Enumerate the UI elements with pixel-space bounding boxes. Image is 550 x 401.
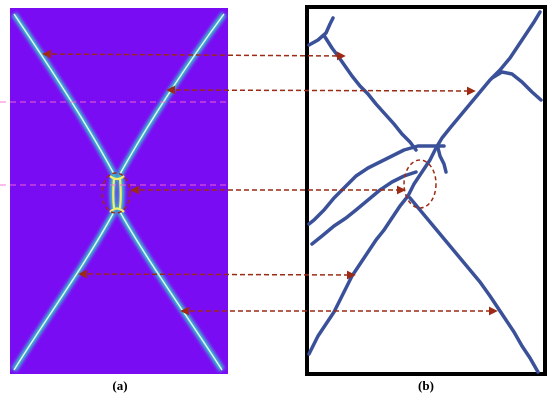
- reference-lines: [0, 101, 230, 186]
- arrow-4: [78, 269, 356, 280]
- panel-b-caption: (b): [418, 378, 434, 393]
- arrow-2: [166, 85, 476, 96]
- highlight-circle-b: [403, 159, 437, 209]
- panel-a: [0, 8, 230, 374]
- arrow-1: [42, 49, 346, 61]
- crack-branch-center: [109, 175, 125, 213]
- highlight-circle-a: [101, 172, 131, 214]
- panel-a-caption: (a): [112, 378, 128, 393]
- correspondence-arrows: [42, 49, 498, 316]
- simulated-crack-core: [13, 13, 225, 371]
